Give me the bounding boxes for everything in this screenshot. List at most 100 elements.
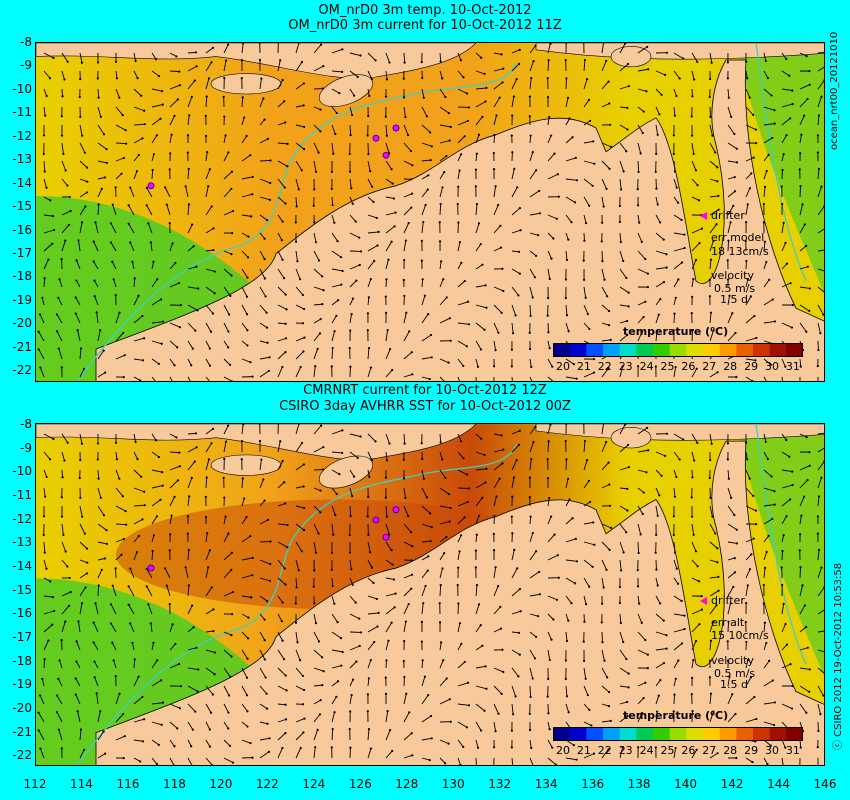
current-vector — [727, 142, 738, 150]
current-vector-head — [673, 693, 676, 696]
current-vector — [241, 498, 245, 507]
current-vector — [313, 44, 322, 54]
current-vector-head — [100, 187, 103, 190]
current-vector — [349, 106, 353, 116]
current-vector — [547, 554, 559, 561]
current-vector-head — [691, 476, 694, 479]
current-vector — [745, 505, 757, 512]
current-vector-head — [808, 451, 811, 454]
current-vector-head — [385, 459, 389, 462]
current-vector-head — [690, 692, 693, 696]
current-vector — [313, 333, 321, 342]
current-vector-head — [589, 119, 592, 123]
current-vector — [223, 631, 232, 636]
current-vector-head — [800, 514, 803, 517]
current-vector — [313, 268, 323, 277]
top-err-value: 18 13cm/s — [711, 245, 769, 258]
current-vector-head — [55, 313, 59, 316]
current-vector — [583, 480, 590, 489]
current-vector-head — [190, 364, 193, 367]
current-vector — [799, 703, 807, 713]
current-vector-head — [143, 337, 146, 340]
current-vector-head — [159, 117, 162, 120]
current-vector — [331, 124, 336, 135]
current-vector-head — [151, 168, 154, 172]
colorbar-tick-label: 30 — [765, 744, 779, 757]
current-vector — [529, 268, 536, 278]
current-vector — [583, 577, 590, 587]
current-vector-head — [173, 495, 176, 498]
current-vector-head — [51, 215, 55, 218]
current-vector-head — [656, 514, 659, 517]
current-vector-head — [565, 639, 569, 643]
current-vector-head — [232, 380, 234, 381]
current-vector — [421, 189, 429, 198]
current-vector — [97, 177, 105, 180]
current-vector-head — [642, 491, 645, 494]
current-vector-head — [584, 677, 587, 680]
current-vector-head — [552, 237, 555, 240]
bottom-drifter-icon — [700, 597, 707, 605]
current-vector — [655, 124, 659, 135]
current-vector — [205, 376, 211, 381]
current-vector-head — [79, 78, 82, 81]
current-vector — [61, 591, 71, 597]
current-vector — [421, 585, 427, 597]
current-vector-head — [636, 569, 639, 572]
current-vector — [565, 577, 576, 584]
current-vector — [637, 106, 645, 112]
current-vector-head — [190, 476, 193, 479]
current-vector — [223, 721, 229, 729]
current-vector — [655, 281, 665, 288]
current-vector-head — [448, 139, 451, 142]
current-vector — [39, 748, 45, 759]
current-vector-head — [58, 659, 61, 662]
current-vector — [61, 52, 69, 62]
current-vector — [150, 242, 153, 252]
current-vector — [75, 694, 81, 705]
current-vector-head — [769, 363, 772, 366]
current-vector-head — [479, 624, 482, 627]
current-vector-head — [528, 95, 531, 98]
current-vector-head — [534, 550, 538, 553]
current-vector — [799, 739, 802, 748]
current-vector-head — [366, 710, 369, 713]
current-vector — [439, 70, 443, 79]
current-vector-head — [52, 56, 55, 60]
current-vector — [439, 451, 443, 460]
current-vector — [223, 591, 234, 597]
current-vector — [601, 43, 604, 54]
current-vector-head — [303, 336, 306, 339]
current-vector-head — [302, 731, 305, 734]
current-vector-head — [567, 330, 570, 333]
current-vector-head — [155, 134, 158, 137]
current-vector-head — [528, 347, 532, 351]
current-vector — [655, 595, 661, 604]
current-vector-head — [60, 115, 63, 118]
current-vector — [601, 286, 608, 297]
current-vector — [475, 645, 483, 651]
current-vector — [799, 134, 802, 144]
colorbar-tick-label: 23 — [618, 744, 633, 757]
current-vector-head — [193, 460, 196, 463]
current-vector-head — [302, 82, 306, 85]
current-vector — [79, 192, 88, 198]
current-vector — [781, 242, 786, 252]
current-vector-head — [213, 270, 217, 273]
current-vector-head — [784, 241, 787, 245]
current-vector — [403, 142, 412, 152]
current-vector — [151, 660, 158, 669]
current-vector-head — [176, 98, 180, 101]
current-vector — [259, 98, 264, 108]
current-vector-head — [512, 332, 515, 335]
current-vector — [367, 612, 379, 615]
current-vector-head — [204, 114, 207, 118]
current-vector-head — [626, 487, 629, 490]
current-vector — [817, 447, 824, 453]
current-vector — [169, 480, 179, 489]
current-vector-head — [222, 95, 225, 98]
current-vector — [295, 142, 305, 150]
current-vector-head — [367, 296, 370, 299]
current-vector-head — [302, 463, 306, 466]
current-vector — [529, 78, 532, 90]
